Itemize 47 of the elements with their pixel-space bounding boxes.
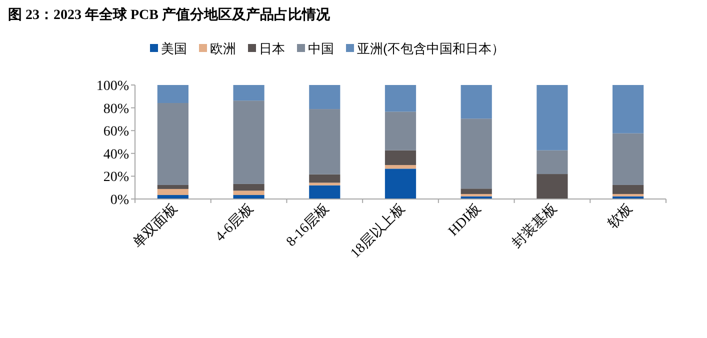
- bar: [309, 109, 340, 174]
- legend-label: 美国: [161, 41, 187, 56]
- bar: [157, 184, 188, 189]
- bar: [460, 188, 492, 194]
- bar: [460, 194, 492, 196]
- bar: [536, 150, 568, 174]
- bar: [233, 190, 264, 196]
- bar: [233, 85, 264, 101]
- bar: [612, 133, 644, 185]
- bar: [233, 184, 264, 191]
- y-tick-label: 40%: [103, 147, 130, 162]
- x-tick-label: 单双面板: [130, 200, 181, 252]
- bar: [157, 85, 188, 104]
- bar: [536, 174, 568, 199]
- bar: [384, 168, 416, 199]
- x-tick-label: 封装基板: [509, 200, 560, 252]
- bar: [233, 100, 264, 184]
- bar: [157, 103, 188, 185]
- bar: [384, 112, 416, 150]
- bar: [612, 184, 644, 194]
- x-tick-label: 8-16层板: [283, 200, 332, 250]
- bar: [309, 185, 340, 199]
- bar: [309, 174, 340, 183]
- bar: [384, 85, 416, 112]
- x-tick-label: 18层以上板: [348, 200, 408, 262]
- bar: [536, 85, 568, 150]
- x-tick-label: 4-6层板: [212, 200, 257, 245]
- legend-label: 欧洲: [210, 41, 236, 56]
- bar: [612, 85, 644, 134]
- bar: [460, 118, 492, 189]
- y-tick-label: 100%: [96, 79, 130, 94]
- bar: [384, 150, 416, 166]
- bar: [157, 188, 188, 196]
- legend-label: 中国: [308, 41, 334, 56]
- bar: [384, 165, 416, 169]
- x-tick-label: 软板: [604, 200, 636, 232]
- legend-label: 亚洲(不包含中国和日本）: [357, 41, 504, 56]
- bar: [309, 182, 340, 186]
- y-tick-label: 60%: [103, 124, 130, 140]
- legend-label: 日本: [259, 41, 285, 56]
- bar: [612, 194, 644, 196]
- y-tick-label: 20%: [103, 170, 130, 186]
- y-tick-label: 0%: [110, 193, 130, 208]
- bar: [309, 85, 340, 110]
- chart-title: 图 23：2023 年全球 PCB 产值分地区及产品占比情况: [8, 6, 331, 23]
- y-tick-label: 80%: [103, 102, 130, 117]
- bar: [460, 85, 492, 119]
